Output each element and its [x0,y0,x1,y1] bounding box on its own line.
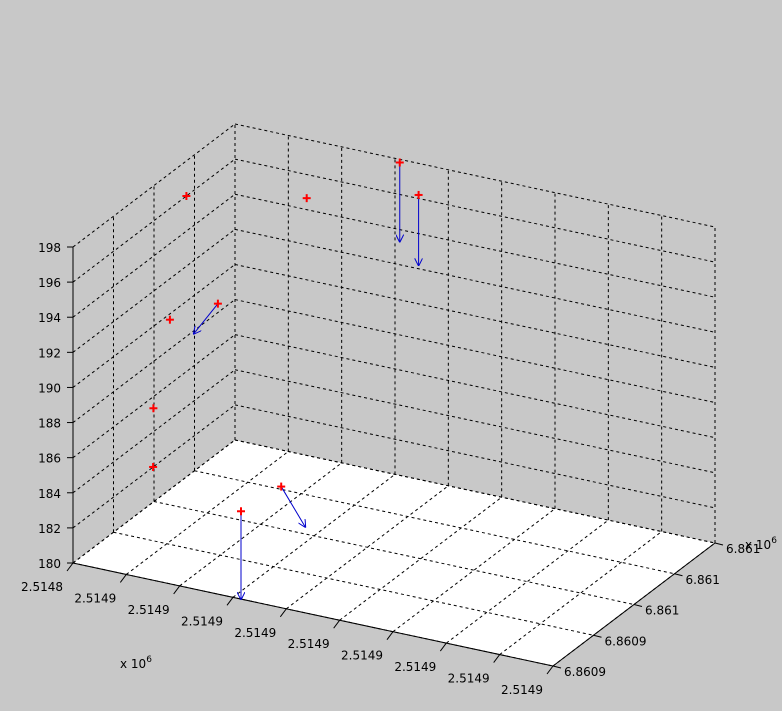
x-tick [386,631,394,640]
floor-grid-line [499,531,662,655]
back-wall-grid-line [234,123,716,228]
back-wall-grid-line [234,158,716,263]
x-tick [493,654,501,663]
floor-grid-line [232,473,396,598]
displacement-arrow [194,303,219,334]
x-tick [173,585,181,595]
data-point-marker [149,404,158,413]
x-tick-label: 2.5149 [181,614,223,628]
data-point-marker [182,192,191,201]
left-wall-grid-line [72,264,236,388]
x-tick [119,574,127,583]
floor-grid-line [552,542,716,667]
floor-grid-line [179,462,342,587]
x-tick-label: 2.5149 [501,683,543,697]
floor-grid-line [113,531,594,636]
data-point-marker [213,299,222,308]
x-tick [226,597,234,606]
y-tick-label: 6.861 [645,604,679,618]
x-tick-label: 2.5149 [394,660,436,674]
back-wall-grid-line [234,334,716,439]
x-tick [279,608,287,618]
floor-grid-line [72,562,554,667]
floor-grid-line [446,519,609,644]
z-tick-label: 194 [38,311,61,325]
floor-grid-line [339,496,502,621]
y-tick [633,604,643,607]
data-point-marker [277,482,286,491]
floor-grid-line [153,501,635,605]
back-wall-grid-line [234,263,716,368]
left-wall-grid-line [72,228,236,353]
z-tick-label: 190 [38,381,61,395]
displacement-arrow [280,486,305,527]
z-tick-label: 196 [38,276,61,290]
left-wall-grid-line [72,158,236,283]
floor-grid-line [392,508,556,633]
x-tick-label: 2.5149 [74,591,116,605]
y-tick [552,665,562,669]
y-tick-label: 6.861 [726,542,760,556]
x-exponent-label: x 106 [120,655,152,671]
left-wall-grid-line [72,369,236,494]
left-wall-grid-line [72,439,236,564]
floor-grid-line [194,470,675,575]
left-wall-grid-line [72,193,236,318]
x-tick [66,562,74,572]
data-point-marker [149,462,158,471]
floor-plane [73,440,715,666]
x-tick [546,665,554,675]
x-tick [439,642,447,652]
x-tick-label: 2.5149 [234,626,276,640]
back-wall-grid-line [234,299,716,404]
z-tick-label: 182 [38,522,61,536]
left-wall-grid-line [72,334,236,459]
z-tick-label: 192 [38,346,61,360]
back-wall-grid-line [234,193,716,298]
x-tick-label: 2.5149 [448,672,490,686]
y-tick-label: 6.8609 [564,665,606,679]
z-tick-label: 184 [38,487,61,501]
data-point-marker [302,194,311,203]
y-tick [714,542,724,546]
floor-grid-line [126,451,289,575]
x-tick-label: 2.5149 [128,603,170,617]
data-point-marker [414,190,423,199]
z-tick-label: 186 [38,452,61,466]
x-tick-label: 2.5149 [341,649,383,663]
y-exponent-label: x 106 [745,536,777,552]
x-tick-label: 2.5148 [21,580,63,594]
data-point-marker [395,158,404,167]
z-tick-label: 198 [38,241,61,255]
x-tick [333,619,341,629]
x-tick-label: 2.5149 [288,637,330,651]
y-tick [593,634,602,638]
y-tick-label: 6.8609 [605,634,647,648]
z-tick-label: 180 [38,557,61,571]
back-wall-grid-line [234,228,716,333]
left-wall-grid-line [72,123,236,248]
y-tick [674,573,683,577]
y-tick-label: 6.861 [686,573,720,587]
back-wall-grid-line [234,439,716,544]
floor-grid-line [286,485,449,610]
z-tick-label: 188 [38,417,61,431]
back-wall-grid-line [234,404,716,509]
data-point-marker [237,507,245,516]
left-wall-grid-line [72,404,236,529]
back-wall-grid-line [234,369,716,474]
left-wall-grid-line [72,299,236,423]
data-point-marker [165,315,174,324]
